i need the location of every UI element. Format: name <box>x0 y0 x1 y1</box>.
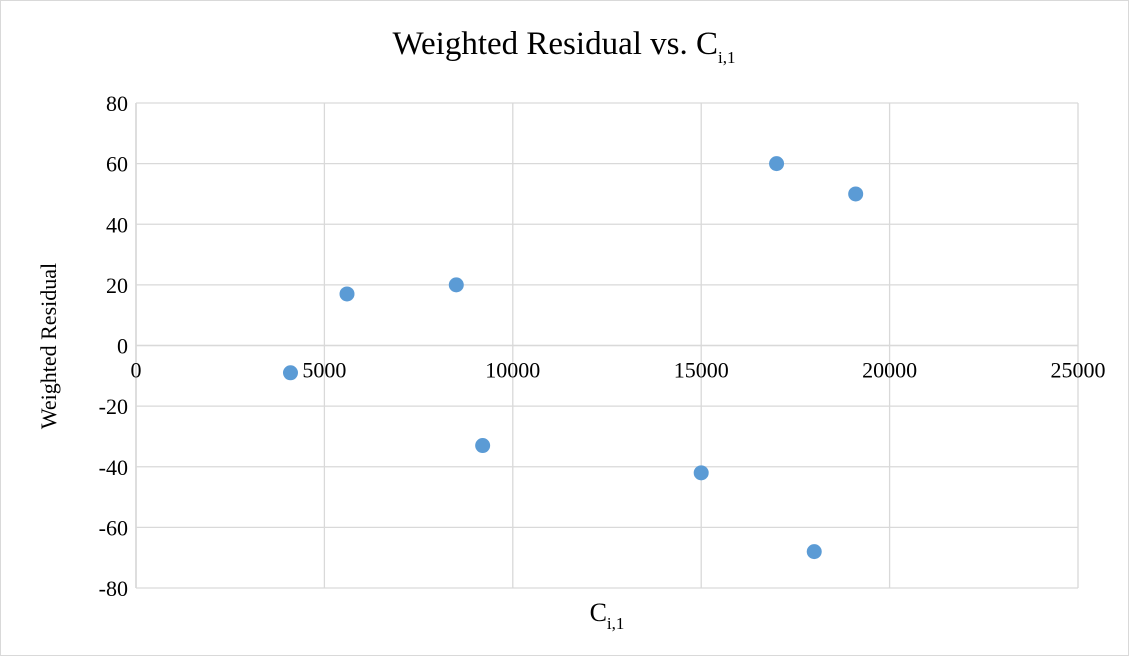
y-tick-label: -80 <box>99 576 128 601</box>
x-tick-label: 15000 <box>674 358 729 383</box>
data-point <box>693 465 709 481</box>
y-tick-label: -20 <box>99 394 128 419</box>
y-tick-label: 60 <box>106 152 128 177</box>
x-tick-labels: 0 5000 10000 15000 20000 25000 <box>131 358 1106 383</box>
x-tick-label: 5000 <box>302 358 346 383</box>
y-axis-label: Weighted Residual <box>36 263 61 429</box>
x-axis-label-subscript: i,1 <box>607 614 624 633</box>
y-tick-label: 20 <box>106 273 128 298</box>
data-point <box>806 544 822 560</box>
y-tick-label: -40 <box>99 455 128 480</box>
chart-title: Weighted Residual vs. Ci,1 <box>393 26 736 67</box>
x-axis-label: Ci,1 <box>590 598 625 633</box>
chart-title-main: Weighted Residual vs. C <box>393 26 718 62</box>
y-tick-label: 40 <box>106 212 128 237</box>
x-axis-label-main: C <box>590 598 607 627</box>
axes <box>135 103 1078 588</box>
y-tick-label: 80 <box>106 91 128 116</box>
x-tick-label: 25000 <box>1051 358 1106 383</box>
data-point <box>339 286 355 302</box>
data-point <box>282 365 298 381</box>
x-tick-label: 10000 <box>485 358 540 383</box>
chart-title-subscript: i,1 <box>718 48 735 67</box>
data-points <box>282 156 864 560</box>
x-tick-label: 20000 <box>862 358 917 383</box>
data-point <box>475 438 491 454</box>
data-point <box>448 277 464 293</box>
data-point <box>769 156 785 172</box>
y-tick-labels: -80 -60 -40 -20 0 20 40 60 80 <box>99 91 128 601</box>
y-tick-label: -60 <box>99 515 128 540</box>
y-tick-label: 0 <box>117 334 128 359</box>
x-tick-label: 0 <box>131 358 142 383</box>
data-point <box>848 186 864 202</box>
